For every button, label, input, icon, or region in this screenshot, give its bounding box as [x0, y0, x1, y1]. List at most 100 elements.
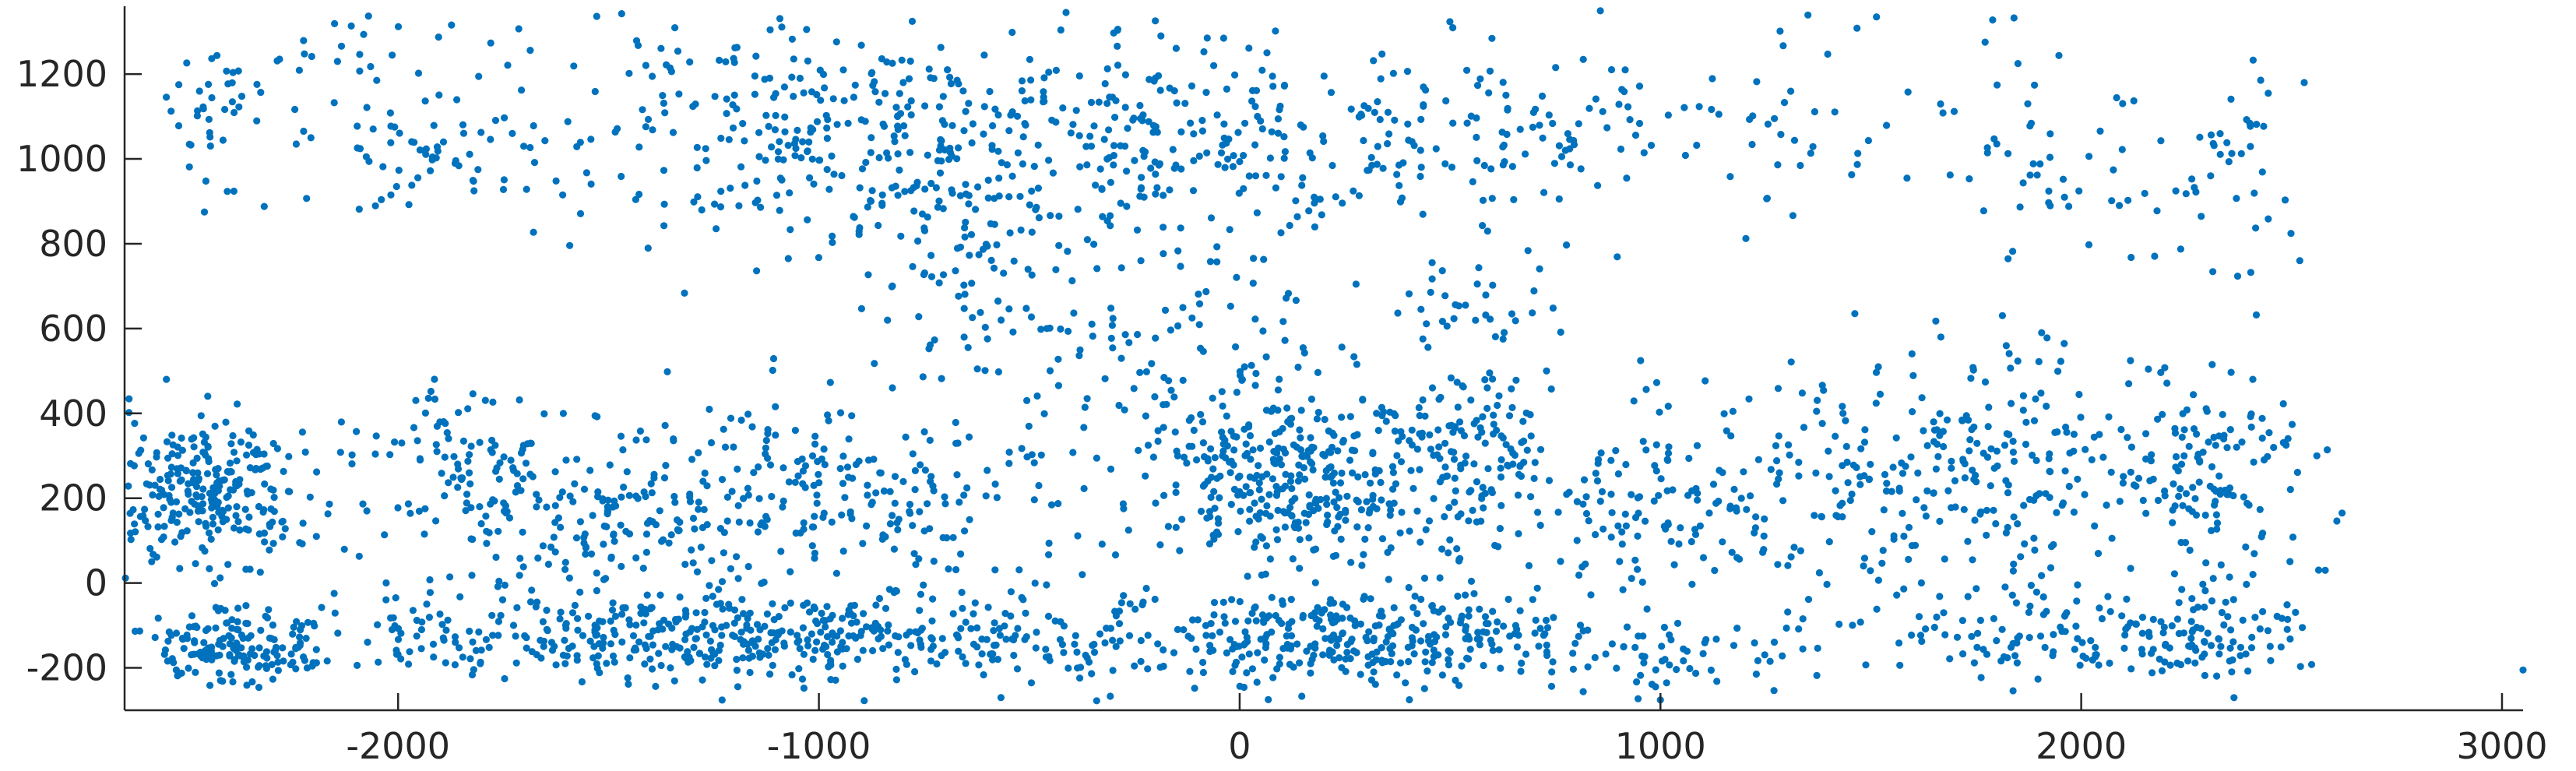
data-point	[2184, 657, 2192, 665]
data-point	[969, 314, 977, 322]
data-point	[1395, 437, 1402, 445]
data-point	[1961, 474, 1969, 482]
data-point	[713, 600, 721, 608]
data-point	[576, 588, 584, 597]
data-point	[2051, 428, 2059, 437]
data-point	[1854, 150, 1862, 157]
data-point	[787, 226, 794, 234]
data-point	[1262, 640, 1270, 648]
data-point	[988, 142, 996, 150]
data-point	[955, 144, 962, 152]
data-point	[894, 192, 902, 199]
data-point	[1343, 604, 1351, 611]
data-point	[2105, 413, 2113, 421]
data-point	[676, 593, 684, 601]
data-point	[761, 523, 769, 530]
data-point	[939, 205, 947, 213]
data-point	[260, 450, 268, 458]
data-point	[1164, 523, 1172, 530]
data-point	[2046, 467, 2053, 475]
data-point	[787, 599, 794, 607]
data-point	[1231, 618, 1240, 625]
data-point	[1728, 548, 1736, 556]
data-point	[813, 491, 821, 499]
data-point	[2174, 467, 2182, 475]
data-point	[1393, 671, 1401, 679]
data-point	[1751, 639, 1758, 647]
data-point	[1417, 305, 1425, 313]
data-point	[1474, 433, 1482, 441]
data-point	[1832, 487, 1839, 495]
data-point	[1273, 536, 1282, 544]
data-point	[730, 443, 737, 451]
data-point	[855, 227, 863, 235]
data-point	[1230, 432, 1237, 440]
data-point	[1463, 119, 1471, 127]
data-point	[1069, 121, 1077, 128]
data-point	[960, 333, 968, 341]
data-point	[1183, 459, 1191, 467]
data-point	[1620, 643, 1628, 651]
data-point	[989, 656, 997, 664]
data-point	[1843, 458, 1851, 466]
data-point	[1445, 614, 1452, 622]
data-point	[1324, 511, 1332, 519]
data-point	[1652, 666, 1659, 674]
data-point	[1913, 496, 1920, 504]
data-point	[226, 459, 234, 467]
data-point	[347, 22, 355, 30]
data-point	[274, 658, 282, 666]
data-point	[2002, 529, 2010, 537]
data-point	[765, 122, 772, 130]
data-point	[2125, 380, 2133, 388]
data-point	[586, 637, 594, 645]
data-point	[1613, 664, 1621, 672]
data-point	[226, 640, 234, 648]
data-point	[495, 577, 503, 586]
data-point	[2085, 153, 2093, 160]
data-point	[230, 187, 238, 195]
data-point	[1958, 617, 1966, 625]
data-point	[1743, 505, 1751, 513]
data-point	[771, 646, 779, 653]
data-point	[969, 120, 977, 128]
data-point	[1602, 650, 1610, 658]
data-point	[1905, 523, 1913, 531]
data-point	[2138, 646, 2145, 653]
data-point	[1343, 492, 1351, 500]
data-point	[1575, 571, 1583, 579]
data-point	[957, 625, 965, 632]
data-point	[1255, 486, 1263, 494]
data-point	[2134, 474, 2143, 482]
data-point	[1217, 149, 1226, 157]
data-point	[960, 281, 968, 289]
data-point	[1970, 659, 1978, 667]
data-point	[1959, 650, 1967, 658]
data-point	[1319, 651, 1327, 659]
data-point	[1075, 352, 1083, 360]
data-point	[1242, 483, 1250, 491]
data-point	[219, 136, 227, 144]
data-point	[2119, 100, 2127, 107]
data-point	[293, 618, 301, 625]
data-point	[1346, 456, 1354, 464]
data-point	[324, 510, 332, 518]
data-point	[154, 523, 162, 531]
data-point	[744, 614, 751, 622]
data-point	[1514, 491, 1522, 499]
data-point	[932, 184, 940, 192]
data-point	[643, 591, 651, 599]
data-point	[891, 499, 899, 507]
data-point	[1093, 697, 1100, 705]
data-point	[656, 507, 663, 515]
data-point	[1347, 558, 1355, 566]
data-point	[1531, 459, 1539, 466]
data-point	[1010, 635, 1018, 644]
data-point	[287, 650, 295, 658]
data-point	[1198, 418, 1207, 426]
data-point	[1800, 424, 1808, 431]
data-point	[1423, 320, 1431, 328]
data-point	[1262, 353, 1270, 361]
data-point	[1205, 540, 1214, 548]
data-point	[1371, 622, 1379, 630]
